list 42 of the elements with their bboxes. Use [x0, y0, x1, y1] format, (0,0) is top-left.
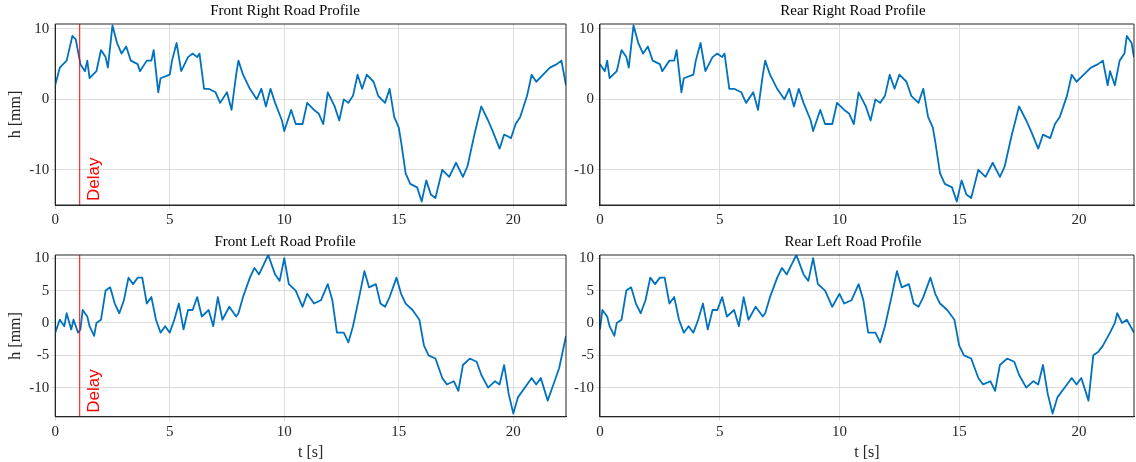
- y-tick-label: 10: [34, 249, 50, 266]
- y-tick-label: 10: [579, 19, 594, 36]
- x-axis-title: t [s]: [854, 442, 880, 460]
- y-tick-label: -5: [36, 346, 50, 363]
- x-tick-label: 10: [276, 422, 292, 439]
- y-tick-label: 0: [586, 313, 594, 330]
- y-tick-label: 10: [34, 19, 50, 36]
- x-tick-label: 10: [276, 210, 292, 227]
- chart-title: Rear Left Road Profile: [784, 232, 922, 249]
- y-tick-label: -10: [574, 378, 594, 395]
- x-tick-label: 5: [165, 210, 174, 227]
- x-tick-label: 10: [831, 422, 847, 439]
- x-tick-label: 15: [391, 422, 407, 439]
- x-tick-label: 15: [951, 422, 967, 439]
- y-tick-label: 0: [41, 90, 50, 107]
- y-tick-label: 10: [579, 249, 594, 266]
- y-axis-title: h [mm]: [5, 90, 23, 139]
- y-tick-label: 0: [586, 90, 594, 107]
- x-tick-label: 15: [391, 210, 407, 227]
- chart-title: Front Left Road Profile: [214, 232, 356, 249]
- x-tick-label: 5: [715, 422, 724, 439]
- x-tick-label: 20: [505, 210, 521, 227]
- y-tick-label: 5: [41, 281, 50, 298]
- x-axis-title: t [s]: [297, 442, 324, 460]
- chart-title: Front Right Road Profile: [210, 1, 361, 18]
- y-tick-label: -5: [581, 346, 594, 363]
- y-tick-label: -10: [29, 160, 50, 177]
- y-tick-label: 0: [41, 313, 50, 330]
- y-tick-label: 5: [586, 281, 594, 298]
- x-tick-label: 5: [715, 210, 724, 227]
- x-tick-label: 20: [1071, 210, 1087, 227]
- ref-line-label: Delay: [83, 157, 103, 201]
- x-tick-label: 20: [505, 422, 521, 439]
- ref-line-label: Delay: [83, 368, 103, 413]
- x-tick-label: 10: [831, 210, 847, 227]
- x-tick-label: 20: [1071, 422, 1087, 439]
- y-axis-title: h [mm]: [5, 312, 23, 360]
- chart-title: Rear Right Road Profile: [780, 1, 927, 18]
- x-tick-label: 15: [951, 210, 967, 227]
- x-tick-label: 5: [165, 422, 174, 439]
- y-tick-label: -10: [574, 160, 594, 177]
- y-tick-label: -10: [29, 378, 50, 395]
